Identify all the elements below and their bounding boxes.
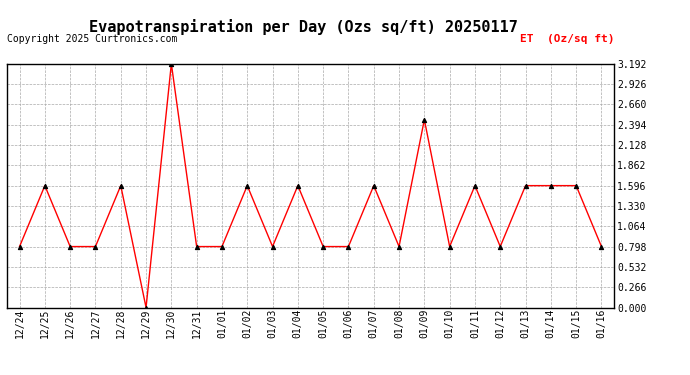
Point (90, 244, 101, 250)
Text: Evapotranspiration per Day (Ozs sq/ft) 20250117: Evapotranspiration per Day (Ozs sq/ft) 2… (89, 19, 518, 35)
Point (141, 304, 152, 310)
Point (495, 244, 506, 250)
Point (267, 244, 278, 250)
Point (166, 61, 177, 67)
Point (217, 244, 228, 250)
Text: ET  (Oz/sq ft): ET (Oz/sq ft) (520, 34, 614, 45)
Text: Copyright 2025 Curtronics.com: Copyright 2025 Curtronics.com (7, 34, 177, 45)
Point (545, 183, 556, 189)
Point (469, 183, 480, 189)
Point (444, 244, 455, 250)
Point (191, 244, 202, 250)
Point (65, 244, 76, 250)
Point (317, 244, 328, 250)
Point (241, 183, 253, 189)
Point (520, 183, 531, 189)
Point (368, 183, 380, 189)
Point (14, 244, 25, 250)
Point (293, 183, 304, 189)
Point (115, 183, 126, 189)
Point (419, 117, 430, 123)
Point (596, 244, 607, 250)
Point (393, 244, 404, 250)
Point (39, 183, 50, 189)
Point (343, 244, 354, 250)
Point (571, 183, 582, 189)
